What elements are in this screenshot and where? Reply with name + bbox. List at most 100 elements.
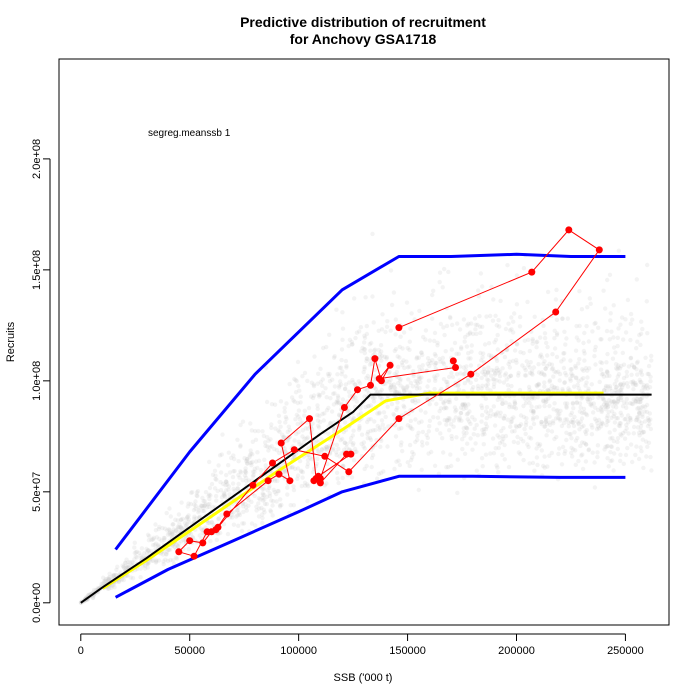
cloud-point bbox=[235, 508, 240, 513]
cloud-point bbox=[628, 355, 634, 360]
cloud-point bbox=[153, 560, 159, 565]
cloud-point bbox=[445, 418, 450, 423]
cloud-point bbox=[293, 377, 298, 383]
cloud-point bbox=[485, 386, 490, 391]
cloud-point bbox=[607, 337, 612, 342]
cloud-point bbox=[513, 423, 519, 428]
cloud-point bbox=[622, 400, 627, 405]
cloud-point bbox=[150, 542, 156, 548]
cloud-point bbox=[550, 419, 556, 424]
cloud-point bbox=[337, 379, 343, 384]
cloud-point bbox=[542, 424, 547, 429]
cloud-point bbox=[231, 469, 236, 474]
cloud-point bbox=[235, 486, 240, 491]
cloud-point bbox=[435, 343, 440, 348]
cloud-point bbox=[604, 360, 609, 365]
cloud-point bbox=[642, 386, 648, 391]
cloud-point bbox=[619, 395, 624, 400]
cloud-point bbox=[608, 458, 613, 464]
cloud-point bbox=[541, 398, 546, 403]
cloud-point bbox=[335, 398, 340, 403]
cloud-point bbox=[329, 409, 335, 414]
cloud-point bbox=[197, 533, 202, 538]
cloud-point bbox=[347, 408, 352, 413]
cloud-point bbox=[516, 450, 522, 455]
cloud-point bbox=[334, 307, 339, 312]
cloud-point bbox=[614, 416, 619, 421]
cloud-point bbox=[231, 522, 237, 527]
cloud-point bbox=[433, 378, 438, 383]
cloud-point bbox=[401, 403, 406, 408]
cloud-point bbox=[530, 394, 536, 400]
cloud-point bbox=[262, 457, 267, 462]
cloud-point bbox=[568, 376, 573, 381]
cloud-point bbox=[616, 326, 621, 331]
cloud-point bbox=[404, 359, 409, 364]
cloud-point bbox=[514, 341, 519, 346]
cloud-point bbox=[209, 520, 215, 525]
cloud-point bbox=[443, 349, 448, 354]
cloud-point bbox=[189, 490, 194, 495]
cloud-point bbox=[535, 339, 540, 344]
cloud-point bbox=[511, 415, 516, 420]
cloud-point bbox=[443, 405, 448, 410]
cloud-point bbox=[604, 444, 610, 449]
cloud-point bbox=[223, 479, 229, 484]
cloud-point bbox=[284, 416, 289, 421]
cloud-point bbox=[256, 458, 262, 463]
cloud-point bbox=[441, 401, 446, 406]
cloud-point bbox=[518, 436, 524, 442]
cloud-point bbox=[402, 389, 407, 394]
cloud-point bbox=[110, 573, 116, 579]
cloud-point bbox=[600, 371, 606, 377]
observed-point bbox=[269, 459, 276, 467]
cloud-point bbox=[236, 481, 241, 487]
cloud-point bbox=[586, 447, 592, 452]
cloud-point bbox=[606, 464, 611, 469]
cloud-point bbox=[320, 383, 325, 388]
cloud-point bbox=[214, 537, 219, 543]
cloud-point bbox=[611, 345, 617, 350]
cloud-point bbox=[377, 351, 382, 357]
cloud-point bbox=[624, 396, 629, 402]
cloud-point bbox=[607, 272, 613, 277]
cloud-point bbox=[369, 464, 374, 470]
cloud-point bbox=[243, 505, 249, 510]
cloud-point bbox=[373, 427, 378, 433]
cloud-point bbox=[167, 506, 172, 511]
cloud-point bbox=[616, 389, 621, 394]
cloud-point bbox=[289, 465, 294, 470]
cloud-point bbox=[613, 350, 618, 355]
cloud-point bbox=[405, 384, 410, 389]
cloud-point bbox=[615, 398, 621, 404]
cloud-point bbox=[450, 374, 456, 380]
cloud-point bbox=[455, 383, 461, 389]
cloud-point bbox=[492, 372, 498, 377]
cloud-point bbox=[576, 422, 581, 427]
cloud-point bbox=[207, 492, 212, 497]
cloud-point bbox=[598, 424, 604, 429]
cloud-point bbox=[278, 504, 283, 509]
cloud-point bbox=[216, 516, 221, 521]
cloud-point bbox=[467, 419, 472, 424]
cloud-point bbox=[585, 375, 590, 380]
cloud-point bbox=[394, 369, 400, 375]
cloud-point bbox=[287, 427, 292, 433]
cloud-point bbox=[441, 377, 447, 382]
cloud-point bbox=[561, 351, 566, 356]
cloud-point bbox=[267, 493, 273, 499]
cloud-point bbox=[102, 579, 107, 584]
cloud-point bbox=[126, 560, 131, 565]
cloud-point bbox=[286, 424, 291, 429]
cloud-point bbox=[623, 330, 629, 335]
cloud-point bbox=[312, 440, 317, 445]
cloud-point bbox=[564, 405, 569, 410]
cloud-point bbox=[212, 468, 218, 473]
cloud-point bbox=[440, 360, 446, 365]
cloud-point bbox=[266, 438, 271, 443]
cloud-point bbox=[391, 411, 396, 417]
cloud-point bbox=[99, 582, 104, 587]
cloud-point bbox=[644, 299, 649, 304]
cloud-point bbox=[593, 320, 598, 326]
cloud-point bbox=[283, 414, 289, 420]
